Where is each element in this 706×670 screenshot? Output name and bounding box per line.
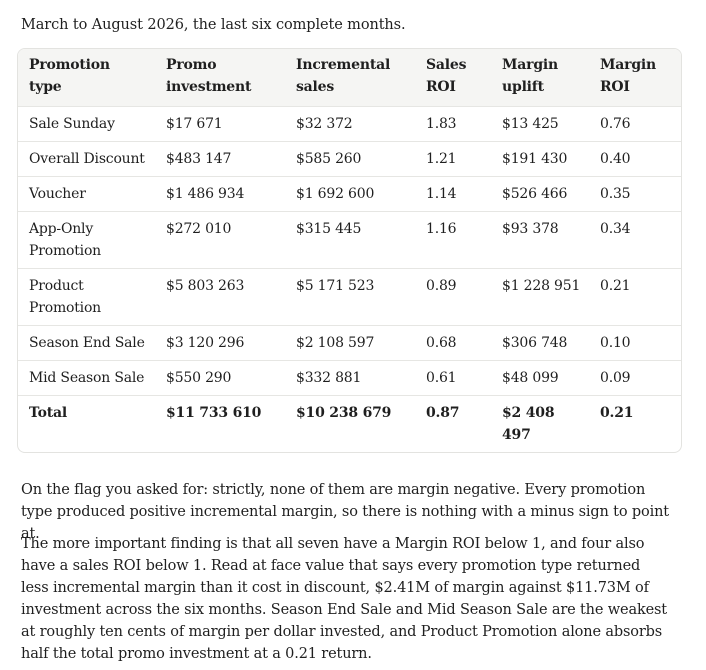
table-header-row: Promotion type Promo investment Incremen… (18, 49, 681, 107)
cell-incremental-sales: $5 171 523 (285, 268, 415, 326)
cell-margin-roi: 0.35 (589, 176, 681, 212)
cell-promo-investment: $3 120 296 (155, 325, 285, 361)
finding-paragraph-2: The more important finding is that all s… (21, 536, 667, 662)
table-row: Voucher $1 486 934 $1 692 600 1.14 $526 … (18, 176, 681, 212)
total-margin-uplift: $2 408 497 (491, 395, 589, 452)
cell-promotion-type: Season End Sale (18, 325, 155, 361)
table-row: App-Only Promotion $272 010 $315 445 1.1… (18, 211, 681, 269)
cell-promotion-type: Voucher (18, 176, 155, 212)
cell-promo-investment: $17 671 (155, 106, 285, 142)
cell-sales-roi: 1.14 (415, 176, 491, 212)
cell-incremental-sales: $32 372 (285, 106, 415, 142)
cell-promo-investment: $550 290 (155, 360, 285, 396)
cell-margin-roi: 0.10 (589, 325, 681, 361)
cell-promotion-type: Overall Discount (18, 141, 155, 177)
cell-margin-uplift: $191 430 (491, 141, 589, 177)
cell-margin-uplift: $306 748 (491, 325, 589, 361)
intro-text: March to August 2026, the last six compl… (21, 17, 406, 33)
cell-margin-roi: 0.76 (589, 106, 681, 142)
cell-margin-uplift: $48 099 (491, 360, 589, 396)
total-sales-roi: 0.87 (415, 395, 491, 452)
table-total-row: Total $11 733 610 $10 238 679 0.87 $2 40… (18, 395, 681, 452)
cell-sales-roi: 1.16 (415, 211, 491, 269)
cell-sales-roi: 0.68 (415, 325, 491, 361)
header-sales-roi: Sales ROI (426, 57, 467, 95)
cell-margin-uplift: $526 466 (491, 176, 589, 212)
roi-table: Promotion type Promo investment Incremen… (18, 49, 681, 452)
header-promo-investment: Promo investment (166, 57, 252, 95)
total-promo-investment: $11 733 610 (155, 395, 285, 452)
header-promotion-type: Promotion type (29, 57, 110, 95)
header-margin-uplift: Margin uplift (502, 57, 559, 95)
cell-incremental-sales: $315 445 (285, 211, 415, 269)
cell-sales-roi: 0.89 (415, 268, 491, 326)
cell-promo-investment: $272 010 (155, 211, 285, 269)
cell-sales-roi: 0.61 (415, 360, 491, 396)
total-margin-roi: 0.21 (589, 395, 681, 452)
cell-sales-roi: 1.83 (415, 106, 491, 142)
cell-margin-roi: 0.40 (589, 141, 681, 177)
cell-promo-investment: $1 486 934 (155, 176, 285, 212)
cell-promotion-type: Sale Sunday (18, 106, 155, 142)
cell-incremental-sales: $332 881 (285, 360, 415, 396)
cell-sales-roi: 1.21 (415, 141, 491, 177)
cell-promo-investment: $483 147 (155, 141, 285, 177)
total-incremental-sales: $10 238 679 (285, 395, 415, 452)
roi-table-container: Promotion type Promo investment Incremen… (17, 48, 682, 453)
cell-margin-uplift: $13 425 (491, 106, 589, 142)
cell-margin-roi: 0.34 (589, 211, 681, 269)
table-row: Season End Sale $3 120 296 $2 108 597 0.… (18, 325, 681, 361)
cell-incremental-sales: $2 108 597 (285, 325, 415, 361)
finding-paragraph-1: On the flag you asked for: strictly, non… (21, 482, 669, 542)
cell-promo-investment: $5 803 263 (155, 268, 285, 326)
cell-promotion-type: Product Promotion (18, 268, 155, 326)
header-margin-roi: Margin ROI (600, 57, 657, 95)
cell-incremental-sales: $1 692 600 (285, 176, 415, 212)
table-row: Overall Discount $483 147 $585 260 1.21 … (18, 141, 681, 177)
table-row: Sale Sunday $17 671 $32 372 1.83 $13 425… (18, 106, 681, 142)
cell-promotion-type: App-Only Promotion (18, 211, 155, 269)
total-label: Total (18, 395, 155, 452)
cell-margin-roi: 0.09 (589, 360, 681, 396)
table-row: Mid Season Sale $550 290 $332 881 0.61 $… (18, 360, 681, 396)
cell-margin-uplift: $1 228 951 (491, 268, 589, 326)
table-row: Product Promotion $5 803 263 $5 171 523 … (18, 268, 681, 326)
cell-margin-uplift: $93 378 (491, 211, 589, 269)
header-incremental-sales: Incremental sales (296, 57, 391, 95)
cell-incremental-sales: $585 260 (285, 141, 415, 177)
cell-promotion-type: Mid Season Sale (18, 360, 155, 396)
cell-margin-roi: 0.21 (589, 268, 681, 326)
